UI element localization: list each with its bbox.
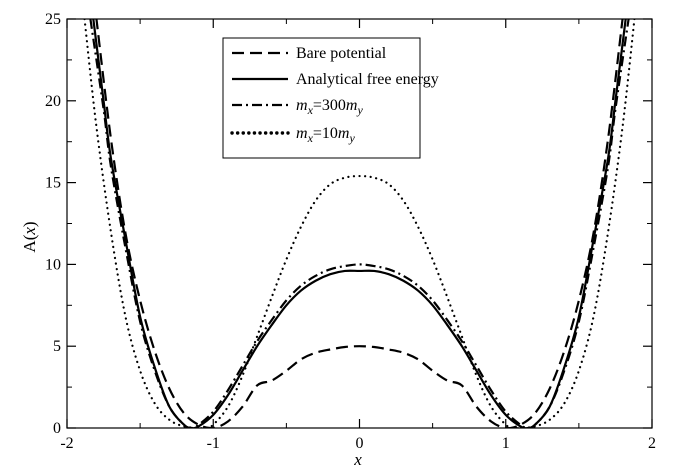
x-tick-label: 1 (502, 435, 510, 452)
legend: Bare potential Analytical free energy mx=3… (222, 37, 439, 159)
series-curve-m300 (89, 19, 630, 428)
x-tick-label: 0 (356, 435, 364, 452)
y-axis-label: A(x) (20, 221, 39, 252)
y-tick-label: 10 (45, 256, 61, 273)
y-tick-label: 0 (53, 420, 61, 437)
series-curve-m10 (83, 19, 636, 428)
y-tick-label: 25 (45, 11, 61, 28)
y-tick-label: 20 (45, 93, 61, 110)
legend-label-m300: mx=300my (296, 97, 363, 117)
x-axis-label: x (353, 450, 362, 468)
legend-label-analytical: Analytical free energy (296, 71, 439, 88)
axis-ticks (66, 18, 653, 429)
legend-label-bare: Bare potential (296, 45, 387, 62)
legend-box (222, 37, 421, 159)
x-tick-label: -1 (207, 435, 220, 452)
x-tick-label: -2 (60, 435, 73, 452)
legend-label-m10: mx=10my (296, 125, 355, 145)
y-tick-label: 5 (53, 338, 61, 355)
x-tick-label: 2 (648, 435, 656, 452)
series-curves (83, 19, 636, 428)
series-curve-bare (95, 19, 624, 428)
y-tick-label: 15 (45, 175, 61, 192)
